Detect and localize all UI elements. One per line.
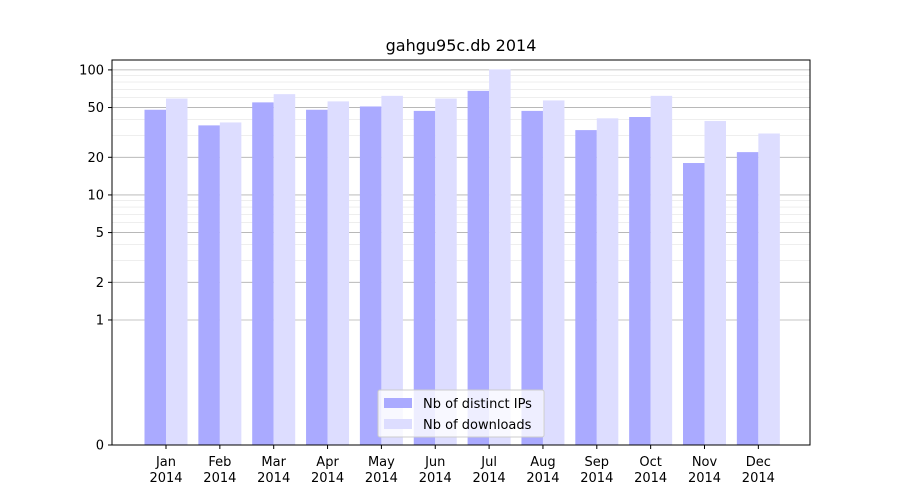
bar xyxy=(381,95,403,446)
bar xyxy=(306,109,328,445)
bar xyxy=(758,133,780,445)
bars xyxy=(144,69,780,446)
y-tick-label: 0 xyxy=(96,439,104,454)
y-tick-label: 10 xyxy=(87,188,104,203)
bar xyxy=(650,95,673,446)
bar xyxy=(219,122,242,445)
x-tick-label: May 2014 xyxy=(365,455,398,486)
bar xyxy=(736,152,759,445)
x-tick-label: Nov 2014 xyxy=(688,455,721,486)
bar xyxy=(144,109,166,445)
bar xyxy=(704,121,726,446)
bar xyxy=(435,98,457,446)
x-tick-label: Jun 2014 xyxy=(419,455,452,486)
bar xyxy=(467,90,490,446)
x-tick-label: Mar 2014 xyxy=(257,455,290,486)
bar xyxy=(542,100,565,445)
x-tick-label: Feb 2014 xyxy=(203,455,236,486)
bar xyxy=(521,110,543,445)
chart-title: gahgu95c.db 2014 xyxy=(386,36,537,55)
bar xyxy=(359,106,382,445)
bar xyxy=(198,125,220,445)
x-tick-label: Dec 2014 xyxy=(742,455,775,486)
x-tick-label: Jul 2014 xyxy=(473,455,506,486)
bar xyxy=(273,94,296,446)
x-tick-label: Aug 2014 xyxy=(526,455,559,486)
y-tick-label: 100 xyxy=(79,63,104,78)
bar xyxy=(596,118,619,445)
x-tick-label: Jan 2014 xyxy=(149,455,182,486)
x-tick-label: Apr 2014 xyxy=(311,455,344,486)
bar xyxy=(629,117,651,445)
x-axis: Jan 2014 Feb 2014 Mar 2014 Apr 2014 May 2014 Jun 20… xyxy=(149,445,775,486)
y-tick-label: 2 xyxy=(96,276,104,291)
legend-label: Nb of distinct IPs xyxy=(423,397,532,412)
legend-swatch xyxy=(384,398,412,408)
y-tick-label: 1 xyxy=(96,313,104,328)
bar xyxy=(252,102,274,445)
y-tick-label: 50 xyxy=(87,101,104,116)
legend: Nb of distinct IPs Nb of downloads xyxy=(377,389,545,438)
bar xyxy=(166,98,188,446)
bar xyxy=(575,130,597,445)
bar xyxy=(327,101,350,445)
bar xyxy=(683,163,705,445)
legend-label: Nb of downloads xyxy=(423,418,532,433)
y-tick-label: 5 xyxy=(96,226,104,241)
plot-frame xyxy=(111,59,811,446)
x-tick-label: Oct 2014 xyxy=(634,455,667,486)
legend-box xyxy=(377,389,545,438)
x-tick-label: Sep 2014 xyxy=(580,455,613,486)
bar xyxy=(413,110,436,445)
y-tick-label: 20 xyxy=(87,151,104,166)
bar xyxy=(489,69,511,445)
y-axis: 0 1 2 5 10 20 50 100 xyxy=(79,63,112,454)
legend-swatch xyxy=(384,419,412,429)
